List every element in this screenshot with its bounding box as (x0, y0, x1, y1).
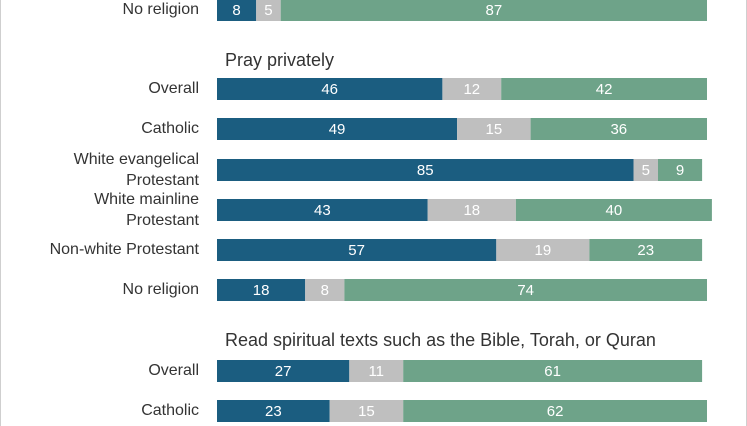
bar-segment-no-religion-0 (217, 279, 306, 301)
bar-segment-catholic-0 (217, 118, 458, 140)
bar-segment-no-religion-0 (217, 0, 257, 21)
data-label-overall-2: 61 (544, 363, 561, 380)
bar-segment-no-religion-1 (305, 279, 345, 301)
section-title-1: Pray privately (225, 50, 334, 70)
data-label-no-religion-2: 87 (486, 2, 503, 19)
bar-segment-catholic-0 (217, 400, 330, 422)
bar-segment-catholic-2 (530, 118, 707, 140)
data-label-catholic-0: 49 (329, 121, 346, 138)
data-label-overall-0: 27 (275, 363, 292, 380)
data-label-catholic-2: 36 (610, 121, 627, 138)
bar-segment-catholic-1 (329, 400, 404, 422)
left-frame-line (0, 0, 1, 426)
data-label-overall-1: 11 (368, 363, 384, 380)
data-label-no-religion-1: 8 (321, 282, 329, 299)
bar-segment-non-white-protestant-0 (217, 239, 497, 261)
bar-segment-overall-1 (442, 78, 502, 100)
data-label-white-evangelical-protestant-1: 5 (642, 162, 650, 179)
bar-segment-white-mainline-protestant-2 (515, 199, 712, 221)
data-label-non-white-protestant-1: 19 (535, 242, 552, 259)
data-label-white-evangelical-protestant-2: 9 (676, 162, 684, 179)
bar-segment-overall-0 (217, 360, 350, 382)
bar-segment-non-white-protestant-2 (589, 239, 703, 261)
data-label-white-evangelical-protestant-0: 85 (417, 162, 434, 179)
row-label-white-mainline-protestant: White mainline Protestant (94, 191, 199, 229)
data-label-catholic-1: 15 (486, 121, 503, 138)
bar-segment-overall-2 (501, 78, 707, 100)
bar-segment-overall-0 (217, 78, 443, 100)
data-label-catholic-1: 15 (358, 403, 375, 420)
data-label-white-mainline-protestant-2: 40 (606, 202, 623, 219)
row-label-catholic: Catholic (141, 120, 199, 137)
row-label-overall: Overall (148, 80, 199, 97)
data-label-white-mainline-protestant-1: 18 (463, 202, 480, 219)
bar-segment-no-religion-1 (256, 0, 281, 21)
data-label-non-white-protestant-0: 57 (348, 242, 365, 259)
row-label-non-white-protestant: Non-white Protestant (50, 241, 200, 258)
bar-segment-overall-1 (349, 360, 404, 382)
data-label-no-religion-0: 8 (232, 2, 240, 19)
row-label-white-evangelical-protestant: White evangelical Protestant (74, 151, 200, 189)
row-label-no-religion: No religion (123, 281, 199, 298)
bar-segment-overall-2 (403, 360, 703, 382)
row-label-no-religion: No religion (123, 1, 199, 18)
data-label-non-white-protestant-2: 23 (637, 242, 654, 259)
bar-segment-white-evangelical-protestant-1 (633, 159, 658, 181)
data-label-no-religion-1: 5 (264, 2, 272, 19)
bar-segment-white-evangelical-protestant-2 (658, 159, 703, 181)
data-label-overall-0: 46 (321, 81, 338, 98)
row-label-catholic: Catholic (141, 402, 199, 419)
bar-segment-non-white-protestant-1 (496, 239, 590, 261)
data-label-catholic-2: 62 (547, 403, 564, 420)
data-label-catholic-0: 23 (265, 403, 282, 420)
bar-segment-no-religion-2 (344, 279, 707, 301)
bar-segment-white-mainline-protestant-1 (427, 199, 516, 221)
bar-segment-no-religion-2 (280, 0, 707, 21)
data-label-no-religion-2: 74 (517, 282, 534, 299)
bar-segment-catholic-1 (457, 118, 531, 140)
data-label-white-mainline-protestant-0: 43 (314, 202, 331, 219)
data-label-overall-2: 42 (596, 81, 613, 98)
bar-segment-white-evangelical-protestant-0 (217, 159, 634, 181)
bar-segment-catholic-2 (403, 400, 707, 422)
row-label-overall: Overall (148, 362, 199, 379)
bar-segment-white-mainline-protestant-0 (217, 199, 428, 221)
section-title-2: Read spiritual texts such as the Bible, … (225, 330, 656, 350)
data-label-overall-1: 12 (463, 81, 480, 98)
data-label-no-religion-0: 18 (253, 282, 270, 299)
